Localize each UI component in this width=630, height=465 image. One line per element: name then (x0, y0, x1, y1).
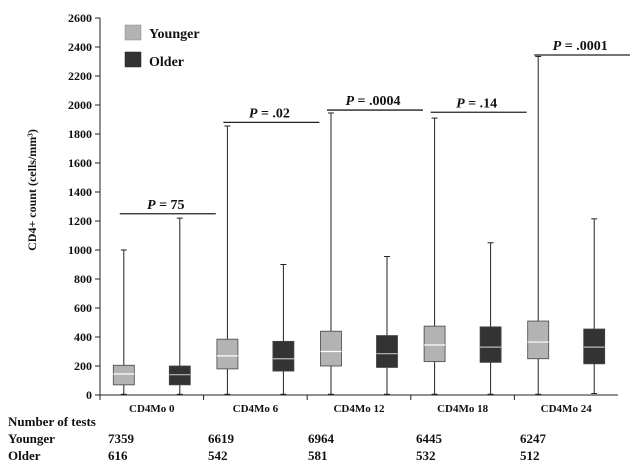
y-tick-label: 1400 (68, 185, 92, 199)
box-younger-1 (216, 125, 239, 395)
box-older-3 (479, 242, 502, 395)
y-tick-label: 1000 (68, 243, 92, 257)
tests-value-younger: 6445 (416, 431, 443, 446)
iqr-box (168, 365, 191, 386)
tests-value-older: 532 (416, 448, 436, 463)
box-younger-3 (423, 117, 446, 395)
iqr-box (479, 326, 502, 363)
box-older-2 (376, 256, 398, 395)
box-older-1 (272, 264, 295, 395)
legend-label-younger: Younger (149, 27, 200, 42)
pvalue-label: P = .0001 (553, 39, 608, 54)
box-older-4 (583, 218, 606, 395)
y-tick-label: 2600 (68, 11, 92, 25)
iqr-box (272, 340, 295, 372)
tests-value-older: 512 (520, 448, 540, 463)
axis-layer: 0 200 400 600 800 1000 1200 1400 1600 1800 2000 220… (68, 11, 618, 415)
tests-value-younger: 6247 (520, 431, 547, 446)
y-tick-label: 2400 (68, 40, 92, 54)
box-younger-4 (527, 55, 550, 395)
tests-value-older: 542 (208, 448, 228, 463)
iqr-box (423, 325, 446, 363)
legend: Younger Older (124, 24, 200, 70)
pvalue-label: P = .14 (456, 96, 497, 111)
tests-table: Number of tests Younger Older 7359 6619 69… (8, 414, 547, 463)
y-tick-label: 0 (86, 388, 92, 402)
tests-value-younger: 6964 (308, 431, 335, 446)
legend-label-older: Older (149, 55, 184, 70)
x-category-label: CD4Mo 6 (233, 403, 279, 415)
tests-row-label-younger: Younger (8, 431, 55, 446)
box-younger-0 (112, 249, 135, 395)
y-axis-label: CD4+ count (cells/mm³) (25, 129, 39, 251)
iqr-box (320, 330, 342, 367)
y-tick-label: 1200 (68, 214, 92, 228)
y-tick-label: 400 (74, 330, 92, 344)
y-tick-label: 2000 (68, 98, 92, 112)
x-category-label: CD4Mo 24 (541, 403, 593, 415)
x-category-label: CD4Mo 12 (333, 403, 385, 415)
iqr-box (112, 364, 135, 386)
iqr-box (583, 328, 606, 365)
y-tick-label: 1800 (68, 127, 92, 141)
tests-value-younger: 7359 (108, 431, 135, 446)
boxes-layer (112, 55, 606, 395)
iqr-box (216, 338, 239, 370)
iqr-box (527, 320, 550, 360)
y-tick-label: 200 (74, 359, 92, 373)
legend-swatch-younger (124, 24, 142, 41)
tests-value-older: 616 (108, 448, 128, 463)
tests-value-younger: 6619 (208, 431, 235, 446)
box-older-0 (168, 217, 191, 395)
y-tick-label: 600 (74, 301, 92, 315)
x-category-label: CD4Mo 18 (437, 403, 489, 415)
iqr-box (376, 335, 398, 368)
y-tick-label: 2200 (68, 69, 92, 83)
legend-swatch-older (124, 51, 142, 68)
y-tick-label: 1600 (68, 156, 92, 170)
pvalue-label: P = .02 (249, 106, 290, 121)
pvalue-label: P = .0004 (345, 94, 400, 109)
box-younger-2 (320, 112, 342, 395)
annotations-layer: P = 75 P = .02 P = .0004 P = .14 P = .0001 (119, 39, 630, 215)
x-category-label: CD4Mo 0 (129, 403, 175, 415)
tests-row-label-older: Older (8, 448, 41, 463)
y-tick-label: 800 (74, 272, 92, 286)
tests-table-title: Number of tests (8, 414, 96, 429)
tests-value-older: 581 (308, 448, 328, 463)
pvalue-label: P = 75 (147, 198, 185, 213)
